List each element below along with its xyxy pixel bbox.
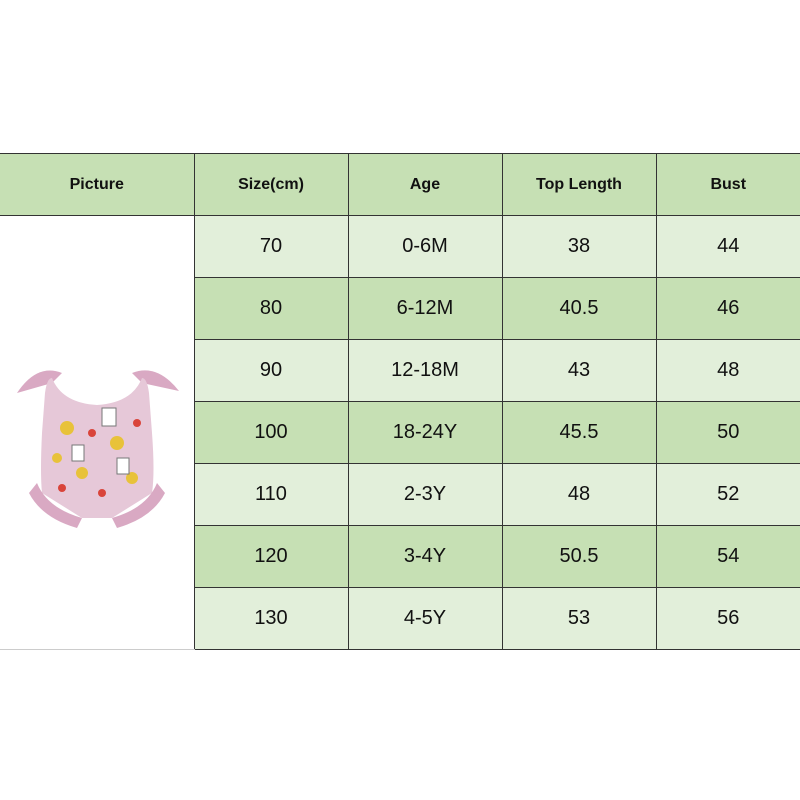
cell-age: 18-24Y [347, 401, 503, 464]
cell-bust: 44 [655, 215, 800, 278]
cell-size: 100 [193, 401, 349, 464]
cell-top-length: 50.5 [501, 525, 657, 588]
cell-top-length: 48 [501, 463, 657, 526]
cell-bust: 54 [655, 525, 800, 588]
header-picture: Picture [0, 153, 195, 216]
table-row: 80 6-12M 40.5 46 [0, 277, 800, 340]
product-picture [0, 215, 195, 650]
table-row: 70 0-6M 38 44 [0, 215, 800, 650]
cell-age: 6-12M [347, 277, 503, 340]
swimsuit-image [16, 369, 179, 528]
cell-size: 130 [193, 587, 349, 650]
cell-bust: 50 [655, 401, 800, 464]
header-age: Age [347, 153, 503, 216]
cell-bust: 52 [655, 463, 800, 526]
cell-size: 120 [193, 525, 349, 588]
cell-age: 12-18M [347, 339, 503, 402]
header-top-length: Top Length [501, 153, 657, 216]
size-chart-table: Picture Size(cm) Age Top Length Bust [0, 153, 800, 650]
cell-size: 70 [193, 215, 349, 278]
table-row: 90 12-18M 43 48 [0, 339, 800, 402]
cell-age: 3-4Y [347, 525, 503, 588]
cell-bust: 56 [655, 587, 800, 650]
cell-age: 0-6M [347, 215, 503, 278]
cell-bust: 48 [655, 339, 800, 402]
cell-top-length: 40.5 [501, 277, 657, 340]
cell-size: 80 [193, 277, 349, 340]
cell-top-length: 45.5 [501, 401, 657, 464]
cell-bust: 46 [655, 277, 800, 340]
cell-size: 110 [193, 463, 349, 526]
header-size: Size(cm) [193, 153, 349, 216]
table-row: 110 2-3Y 48 52 [0, 463, 800, 526]
cell-size: 90 [193, 339, 349, 402]
table-row: 120 3-4Y 50.5 54 [0, 525, 800, 588]
table-row: 130 4-5Y 53 56 [0, 587, 800, 650]
cell-top-length: 53 [501, 587, 657, 650]
table-row: 100 18-24Y 45.5 50 [0, 401, 800, 464]
cell-top-length: 38 [501, 215, 657, 278]
cell-top-length: 43 [501, 339, 657, 402]
cell-age: 2-3Y [347, 463, 503, 526]
header-row: Picture Size(cm) Age Top Length Bust [0, 153, 800, 216]
header-bust: Bust [655, 153, 800, 216]
cell-age: 4-5Y [347, 587, 503, 650]
